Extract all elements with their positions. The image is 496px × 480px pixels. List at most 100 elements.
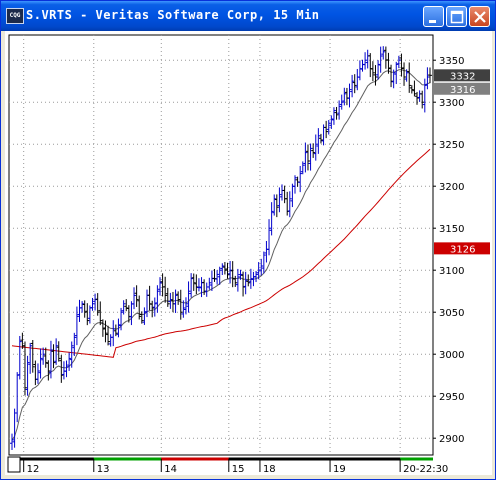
ohlc-bar bbox=[316, 128, 321, 154]
ohlc-bar bbox=[25, 355, 30, 396]
y-tick-label: 3200 bbox=[439, 182, 464, 193]
price-flag-ma_fast bbox=[434, 82, 490, 95]
ohlc-bar bbox=[326, 120, 331, 135]
minimize-button[interactable] bbox=[423, 6, 444, 27]
x-tick-label: 18 bbox=[263, 464, 276, 475]
ohlc-bar bbox=[404, 69, 409, 82]
ohlc-bar bbox=[267, 219, 272, 256]
y-tick-label: 3000 bbox=[439, 350, 464, 361]
ohlc-bar bbox=[399, 53, 404, 77]
ohlc-bar bbox=[254, 270, 259, 283]
ohlc-bar bbox=[186, 281, 191, 313]
x-tick-label: 12 bbox=[27, 464, 40, 475]
ma-fast-line bbox=[11, 69, 431, 441]
ohlc-bar bbox=[90, 297, 95, 311]
ohlc-bar bbox=[292, 175, 297, 194]
ohlc-bar bbox=[80, 301, 85, 313]
ohlc-bar bbox=[220, 263, 225, 276]
x-tick-label: 15 bbox=[232, 464, 245, 475]
ohlc-bar bbox=[67, 352, 72, 371]
ohlc-bar bbox=[222, 261, 227, 275]
ohlc-bar bbox=[376, 60, 381, 80]
ohlc-bar bbox=[352, 74, 357, 94]
maximize-icon bbox=[450, 10, 464, 24]
maximize-button[interactable] bbox=[446, 6, 467, 27]
ohlc-bar bbox=[178, 289, 183, 320]
ohlc-bar bbox=[228, 260, 233, 284]
ohlc-bar bbox=[248, 268, 253, 289]
ohlc-bar bbox=[272, 194, 277, 216]
ohlc-bar bbox=[342, 87, 347, 106]
ohlc-bar bbox=[59, 355, 64, 383]
ohlc-bar bbox=[196, 278, 201, 292]
ohlc-bar bbox=[51, 344, 56, 369]
ohlc-bar bbox=[116, 318, 121, 338]
ohlc-bar bbox=[194, 274, 199, 295]
ohlc-bar bbox=[137, 295, 142, 320]
y-tick-label: 3050 bbox=[439, 308, 464, 319]
price-chart[interactable]: 2900 2950 3000 3050 3100 3150 3200 3250 3300 3350… bbox=[5, 31, 492, 475]
ohlc-bar bbox=[191, 273, 196, 291]
ohlc-bar bbox=[391, 69, 396, 89]
ohlc-bar bbox=[347, 83, 352, 108]
ohlc-bar bbox=[82, 300, 87, 318]
ohlc-bar bbox=[409, 85, 414, 94]
ohlc-bar bbox=[241, 271, 246, 297]
ohlc-bar bbox=[303, 142, 308, 173]
ohlc-bar bbox=[207, 277, 212, 290]
y-tick-label: 3150 bbox=[439, 224, 464, 235]
ohlc-bar bbox=[233, 275, 238, 287]
ohlc-bar bbox=[425, 67, 430, 90]
price-flag-label: 3332 bbox=[450, 71, 475, 82]
ohlc-bar bbox=[163, 276, 168, 303]
ohlc-bar bbox=[298, 166, 303, 193]
ohlc-bar bbox=[420, 90, 425, 109]
ohlc-bar bbox=[334, 106, 339, 120]
ohlc-bar bbox=[238, 269, 243, 280]
ohlc-bar bbox=[261, 251, 266, 274]
x-tick-label: 13 bbox=[97, 464, 110, 475]
ohlc-bar bbox=[106, 325, 111, 346]
ohlc-bar bbox=[152, 297, 157, 317]
chart-area[interactable]: 2900 2950 3000 3050 3100 3150 3200 3250 3300 3350… bbox=[5, 31, 492, 475]
price-flag-label: 3316 bbox=[450, 85, 475, 96]
ohlc-bar bbox=[331, 107, 336, 125]
x-tick-label: 19 bbox=[333, 464, 346, 475]
ohlc-bar bbox=[46, 360, 51, 381]
ohlc-bar bbox=[121, 300, 126, 315]
ohlc-bar bbox=[381, 46, 386, 60]
close-button[interactable] bbox=[469, 6, 490, 27]
price-flag-ma_slow bbox=[434, 242, 490, 255]
ma-slow-line bbox=[11, 148, 431, 358]
ohlc-bar bbox=[10, 433, 14, 450]
ohlc-bar bbox=[235, 268, 240, 292]
ohlc-bar bbox=[74, 306, 79, 346]
ohlc-bar bbox=[165, 287, 170, 307]
ohlc-bar bbox=[155, 285, 160, 313]
ohlc-bars bbox=[10, 46, 432, 450]
ohlc-bar bbox=[217, 266, 222, 285]
ohlc-bar bbox=[119, 307, 124, 331]
ohlc-bar bbox=[378, 46, 383, 73]
ohlc-bar bbox=[35, 363, 40, 384]
ohlc-bar bbox=[189, 273, 194, 298]
ohlc-bar bbox=[300, 161, 305, 175]
ohlc-bar bbox=[64, 360, 69, 378]
scroll-handle bbox=[7, 456, 21, 473]
ohlc-bar bbox=[72, 332, 77, 356]
ohlc-bar bbox=[48, 340, 53, 379]
x-tick-label: 14 bbox=[164, 464, 177, 475]
ohlc-bar bbox=[22, 341, 27, 396]
window-title: S.VRTS - Veritas Software Corp, 15 Min bbox=[26, 8, 320, 22]
ohlc-bar bbox=[259, 258, 264, 276]
y-tick-label: 3350 bbox=[439, 56, 464, 67]
y-tick-label: 3300 bbox=[439, 98, 464, 109]
ohlc-bar bbox=[142, 307, 147, 325]
title-bar[interactable]: CQG S.VRTS - Veritas Software Corp, 15 M… bbox=[1, 1, 495, 31]
ohlc-bar bbox=[225, 262, 230, 279]
ohlc-bar bbox=[134, 285, 139, 307]
ohlc-bar bbox=[415, 91, 420, 105]
ohlc-bar bbox=[38, 348, 43, 379]
ohlc-bar bbox=[386, 52, 391, 74]
ohlc-bar bbox=[30, 339, 35, 373]
